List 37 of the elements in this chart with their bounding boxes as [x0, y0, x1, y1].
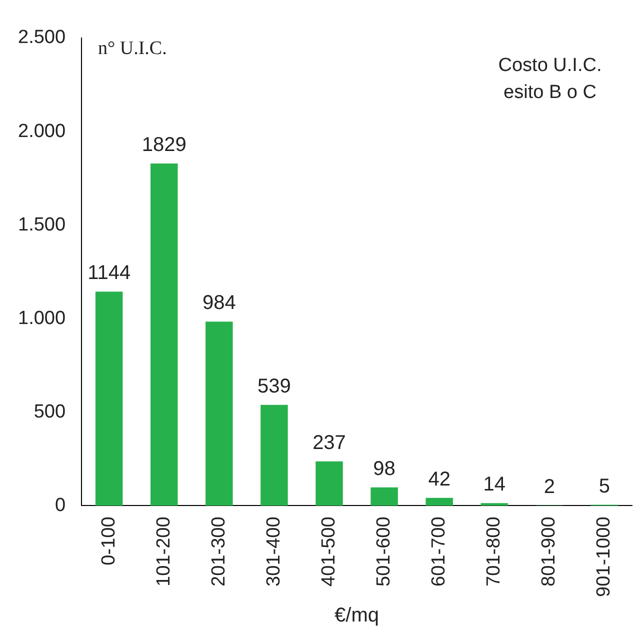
x-tick-label: 501-600	[374, 516, 395, 586]
x-tick-label: 701-800	[484, 516, 505, 586]
y-tick-label: 2.500	[18, 27, 66, 48]
data-label: 539	[258, 375, 291, 398]
data-label: 5	[598, 475, 610, 498]
bar	[316, 461, 343, 506]
text: Costo U.I.C. esito B o C	[497, 54, 603, 105]
x-tick-label: 901-1000	[594, 516, 615, 597]
data-label: 1829	[142, 134, 186, 156]
x-axis-title: €/mq	[334, 604, 380, 627]
x-tick-label: 201-300	[208, 516, 230, 586]
data-label: 2	[544, 476, 555, 498]
x-tick-label: 101-200	[153, 516, 174, 586]
y-tick-label: 2.000	[18, 120, 66, 142]
bar	[206, 322, 233, 506]
y-axis-title: n° U.I.C.	[98, 38, 167, 60]
bar	[150, 164, 178, 506]
data-label: 984	[202, 292, 236, 314]
x-tick-label: 801-900	[538, 516, 560, 586]
data-label: 1144	[88, 262, 131, 284]
data-label: 237	[312, 432, 346, 454]
x-tick-label: 601-700	[428, 516, 450, 586]
bar	[260, 404, 288, 506]
data-label: 14	[483, 474, 506, 496]
bar	[426, 498, 453, 506]
x-tick-label: 401-500	[318, 516, 340, 586]
data-label: 42	[428, 468, 450, 490]
y-tick-label: 500	[34, 401, 66, 422]
bar	[480, 503, 508, 506]
bar	[95, 292, 123, 506]
x-tick-label: 0-100	[98, 516, 120, 566]
y-tick-label: 1.000	[18, 308, 66, 329]
bar	[370, 487, 398, 506]
y-tick-label: 0	[54, 494, 66, 516]
data-label: 98	[373, 458, 396, 480]
x-tick-label: 301-400	[263, 516, 284, 586]
y-tick-label: 1.500	[18, 214, 66, 236]
